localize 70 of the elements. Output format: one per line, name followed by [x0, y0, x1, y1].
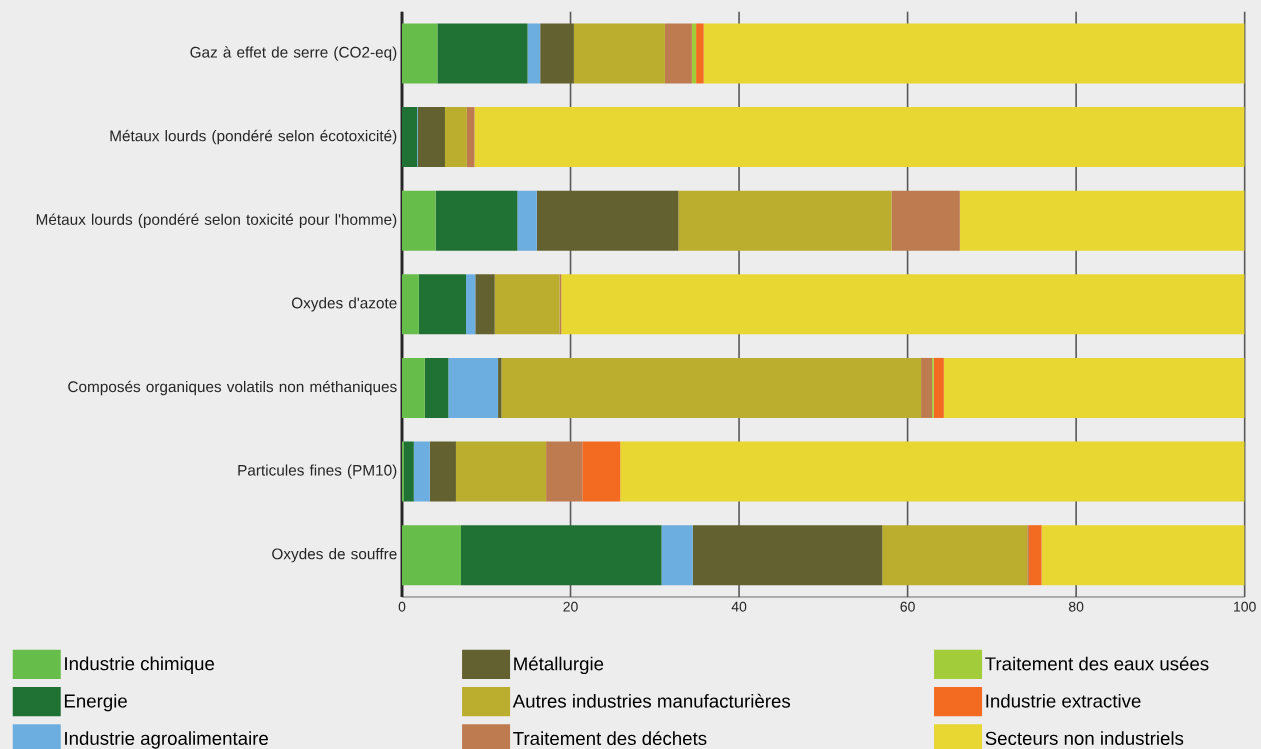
bar	[561, 274, 1245, 335]
bar	[921, 357, 933, 418]
bar	[402, 274, 419, 335]
bar	[429, 441, 456, 502]
bar	[1028, 525, 1042, 586]
bar	[546, 441, 583, 502]
bar	[573, 23, 665, 84]
bar	[664, 23, 692, 84]
y-tick-label: Oxydes d'azote	[291, 297, 397, 312]
y-tick-label: Métaux lourds (pondéré selon toxicité pour l'homme)	[36, 213, 397, 228]
bar	[540, 23, 574, 84]
bar	[437, 23, 528, 84]
x-tick-label: 80	[1068, 601, 1084, 612]
bar	[703, 23, 1245, 84]
bar	[418, 274, 467, 335]
bar	[882, 525, 1028, 586]
legend-label: Traitement des eaux usées	[985, 656, 1209, 671]
bar	[959, 190, 1245, 251]
x-tick-label: 0	[398, 601, 406, 612]
bar	[402, 525, 461, 586]
legend-label: Industrie extractive	[986, 693, 1141, 708]
bar	[691, 23, 697, 84]
bar	[475, 274, 495, 335]
bar	[527, 23, 541, 84]
y-tick-label: Gaz à effet de serre (CO2-eq)	[190, 46, 397, 61]
bar	[494, 274, 560, 335]
bar	[402, 357, 425, 418]
bar	[403, 441, 414, 502]
x-tick-label: 100	[1234, 601, 1256, 612]
legend-label: Secteurs non industriels	[985, 731, 1184, 745]
x-tick-label: 40	[731, 601, 747, 612]
x-tick-label: 60	[900, 601, 915, 612]
bar	[455, 441, 547, 502]
legend-label: Industrie agroalimentaire	[65, 731, 268, 749]
bar	[435, 190, 518, 251]
bar	[402, 23, 438, 84]
bar	[692, 525, 883, 586]
bar	[444, 107, 467, 168]
bar	[1041, 525, 1245, 586]
bar	[661, 525, 693, 586]
legend-label: Industrie chimique	[65, 656, 215, 674]
legend-label: Autres industries manufacturières	[512, 693, 791, 708]
y-tick-label: Métaux lourds (pondéré selon écotoxicité)	[110, 129, 397, 145]
x-tick-label: 20	[563, 601, 578, 612]
bar	[517, 190, 537, 251]
bar	[402, 190, 436, 251]
bar	[402, 107, 418, 168]
legend-label: Traitement des déchets	[513, 731, 707, 746]
bar	[696, 23, 704, 84]
bar	[448, 357, 499, 418]
bar	[582, 441, 621, 502]
bar	[933, 357, 944, 418]
legend-label: Energie	[64, 693, 127, 712]
bar	[460, 525, 662, 586]
bar	[466, 107, 475, 168]
y-tick-label: Oxydes de souffre	[272, 548, 397, 563]
bar	[620, 441, 1245, 502]
bar	[891, 190, 960, 251]
bar	[536, 190, 679, 251]
bar	[413, 441, 430, 502]
bar	[501, 357, 922, 418]
bar	[466, 274, 476, 335]
bar	[678, 190, 892, 251]
bar	[474, 107, 1245, 168]
y-tick-label: Particules fines (PM10)	[238, 464, 397, 479]
legend-label: Métallurgie	[514, 656, 604, 675]
bar	[418, 107, 445, 168]
y-tick-label: Composés organiques volatils non méthaniques	[68, 380, 397, 396]
bar	[943, 357, 1245, 418]
bar	[424, 357, 449, 418]
